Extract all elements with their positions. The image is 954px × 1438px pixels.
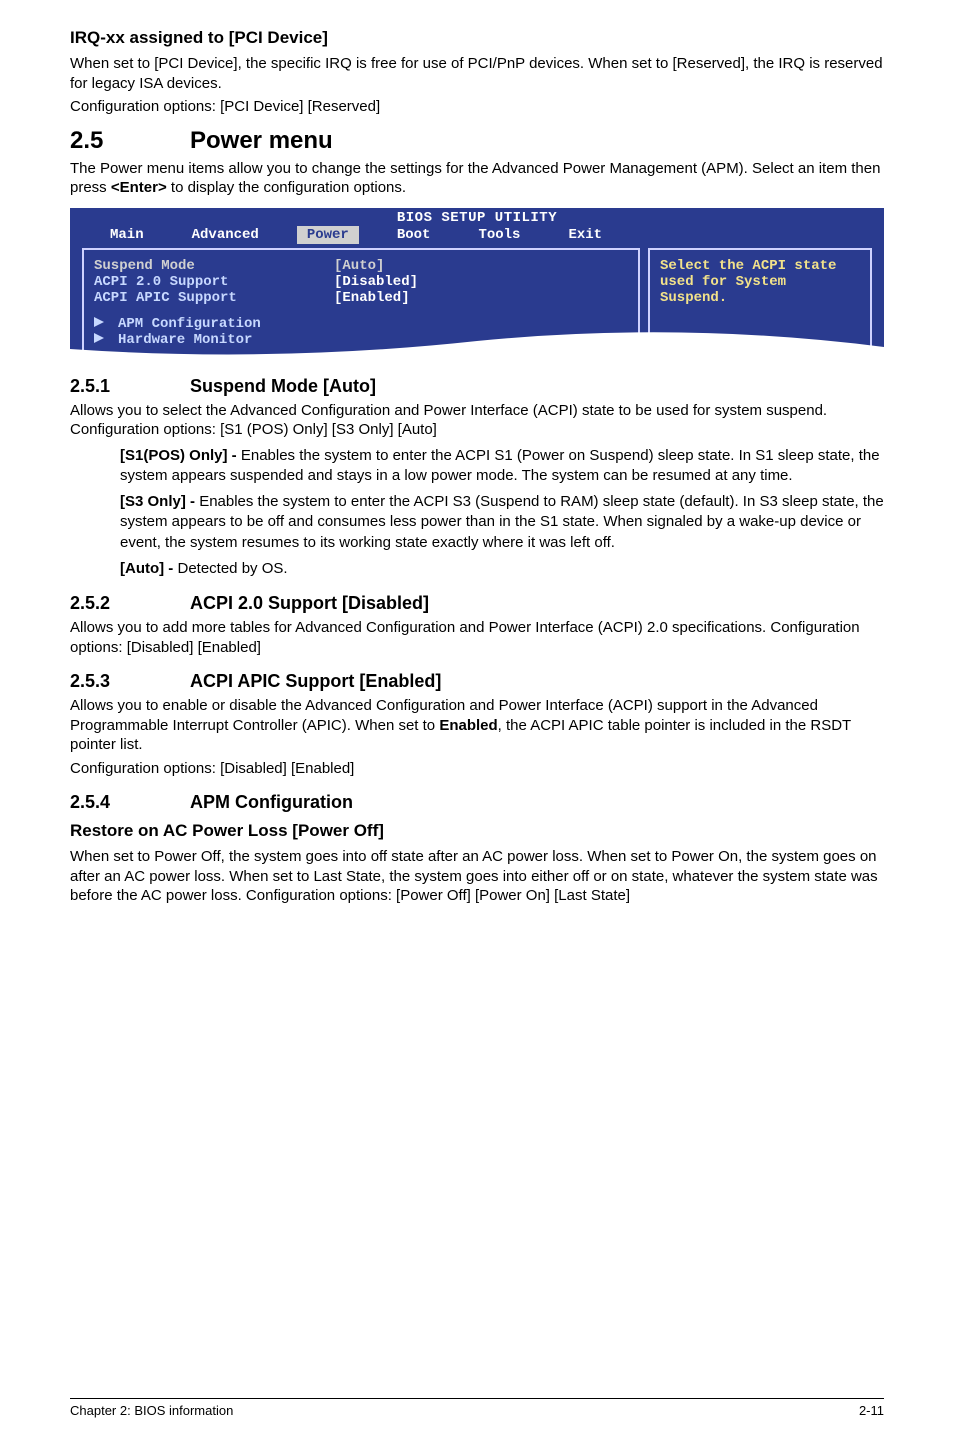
s253-paragraph-2: Configuration options: [Disabled] [Enabl… xyxy=(70,759,884,779)
subsection-2-5-4-header: 2.5.4 APM Configuration xyxy=(70,792,884,813)
bios-tab-bar: Main Advanced Power Boot Tools Exit xyxy=(70,226,884,244)
section-title: Power menu xyxy=(190,127,333,155)
subsection-number: 2.5.1 xyxy=(70,376,190,397)
suspend-value: [Auto] xyxy=(334,258,384,274)
bios-item-apm-config[interactable]: APM Configuration xyxy=(94,316,628,332)
auto-label: [Auto] - xyxy=(120,560,177,577)
heading-irq: IRQ-xx assigned to [PCI Device] xyxy=(70,28,884,48)
section-2-5-intro: The Power menu items allow you to change… xyxy=(70,159,884,198)
s251-auto-block: [Auto] - Detected by OS. xyxy=(120,559,884,579)
s252-paragraph: Allows you to add more tables for Advanc… xyxy=(70,618,884,657)
s254-paragraph: When set to Power Off, the system goes i… xyxy=(70,847,884,906)
bios-item-suspend[interactable]: Suspend Mode [Auto] xyxy=(94,258,628,274)
s1-label: [S1(POS) Only] - xyxy=(120,447,241,464)
footer-page-number: 2-11 xyxy=(859,1403,884,1418)
bios-tab-main[interactable]: Main xyxy=(100,226,154,244)
section-number: 2.5 xyxy=(70,127,190,155)
s253-paragraph-1: Allows you to enable or disable the Adva… xyxy=(70,696,884,755)
suspend-label: Suspend Mode xyxy=(94,258,334,274)
enter-key: <Enter> xyxy=(111,179,167,196)
s3-label: [S3 Only] - xyxy=(120,493,199,510)
bios-tab-power[interactable]: Power xyxy=(297,226,359,244)
subsection-2-5-2-header: 2.5.2 ACPI 2.0 Support [Disabled] xyxy=(70,593,884,614)
main-content: IRQ-xx assigned to [PCI Device] When set… xyxy=(70,28,884,1368)
acpi20-value: [Disabled] xyxy=(334,274,418,290)
bios-settings-panel: Suspend Mode [Auto] ACPI 2.0 Support [Di… xyxy=(82,248,640,358)
bios-tab-boot[interactable]: Boot xyxy=(387,226,441,244)
bios-item-hw-monitor[interactable]: Hardware Monitor xyxy=(94,332,628,348)
subsection-2-5-3-header: 2.5.3 ACPI APIC Support [Enabled] xyxy=(70,671,884,692)
subsection-number: 2.5.2 xyxy=(70,593,190,614)
s251-paragraph: Allows you to select the Advanced Config… xyxy=(70,401,884,440)
subsection-title: APM Configuration xyxy=(190,792,353,813)
acpi20-label: ACPI 2.0 Support xyxy=(94,274,334,290)
s251-s1-block: [S1(POS) Only] - Enables the system to e… xyxy=(120,446,884,487)
subsection-title: ACPI APIC Support [Enabled] xyxy=(190,671,441,692)
subsection-number: 2.5.4 xyxy=(70,792,190,813)
s3-text: Enables the system to enter the ACPI S3 … xyxy=(120,493,884,551)
subsection-title: Suspend Mode [Auto] xyxy=(190,376,376,397)
bios-screenshot: BIOS SETUP UTILITY Main Advanced Power B… xyxy=(70,208,884,362)
bios-help-text: Select the ACPI state used for System Su… xyxy=(660,258,860,306)
footer-chapter: Chapter 2: BIOS information xyxy=(70,1403,233,1418)
bios-help-panel: Select the ACPI state used for System Su… xyxy=(648,248,872,358)
apic-label: ACPI APIC Support xyxy=(94,290,334,306)
bios-tab-exit[interactable]: Exit xyxy=(558,226,612,244)
apic-value: [Enabled] xyxy=(334,290,410,306)
triangle-icon xyxy=(94,332,104,348)
s251-s3-block: [S3 Only] - Enables the system to enter … xyxy=(120,492,884,553)
bios-title: BIOS SETUP UTILITY xyxy=(70,208,884,226)
irq-paragraph-2: Configuration options: [PCI Device] [Res… xyxy=(70,97,884,117)
hw-monitor-label: Hardware Monitor xyxy=(118,332,252,348)
subsection-title: ACPI 2.0 Support [Disabled] xyxy=(190,593,429,614)
subsection-number: 2.5.3 xyxy=(70,671,190,692)
auto-text: Detected by OS. xyxy=(177,560,287,577)
subsection-2-5-1-header: 2.5.1 Suspend Mode [Auto] xyxy=(70,376,884,397)
bios-tab-advanced[interactable]: Advanced xyxy=(182,226,269,244)
bios-item-apic[interactable]: ACPI APIC Support [Enabled] xyxy=(94,290,628,306)
bios-item-acpi20[interactable]: ACPI 2.0 Support [Disabled] xyxy=(94,274,628,290)
intro-text-c: to display the configuration options. xyxy=(167,179,406,196)
spacer xyxy=(94,306,628,316)
apm-config-label: APM Configuration xyxy=(118,316,261,332)
enabled-bold: Enabled xyxy=(439,717,497,734)
page-footer: Chapter 2: BIOS information 2-11 xyxy=(70,1368,884,1418)
s254-subheading: Restore on AC Power Loss [Power Off] xyxy=(70,821,884,841)
section-2-5-header: 2.5 Power menu xyxy=(70,127,884,155)
footer-rule xyxy=(70,1398,884,1399)
bios-tab-tools[interactable]: Tools xyxy=(468,226,530,244)
triangle-icon xyxy=(94,316,104,332)
irq-paragraph-1: When set to [PCI Device], the specific I… xyxy=(70,54,884,93)
